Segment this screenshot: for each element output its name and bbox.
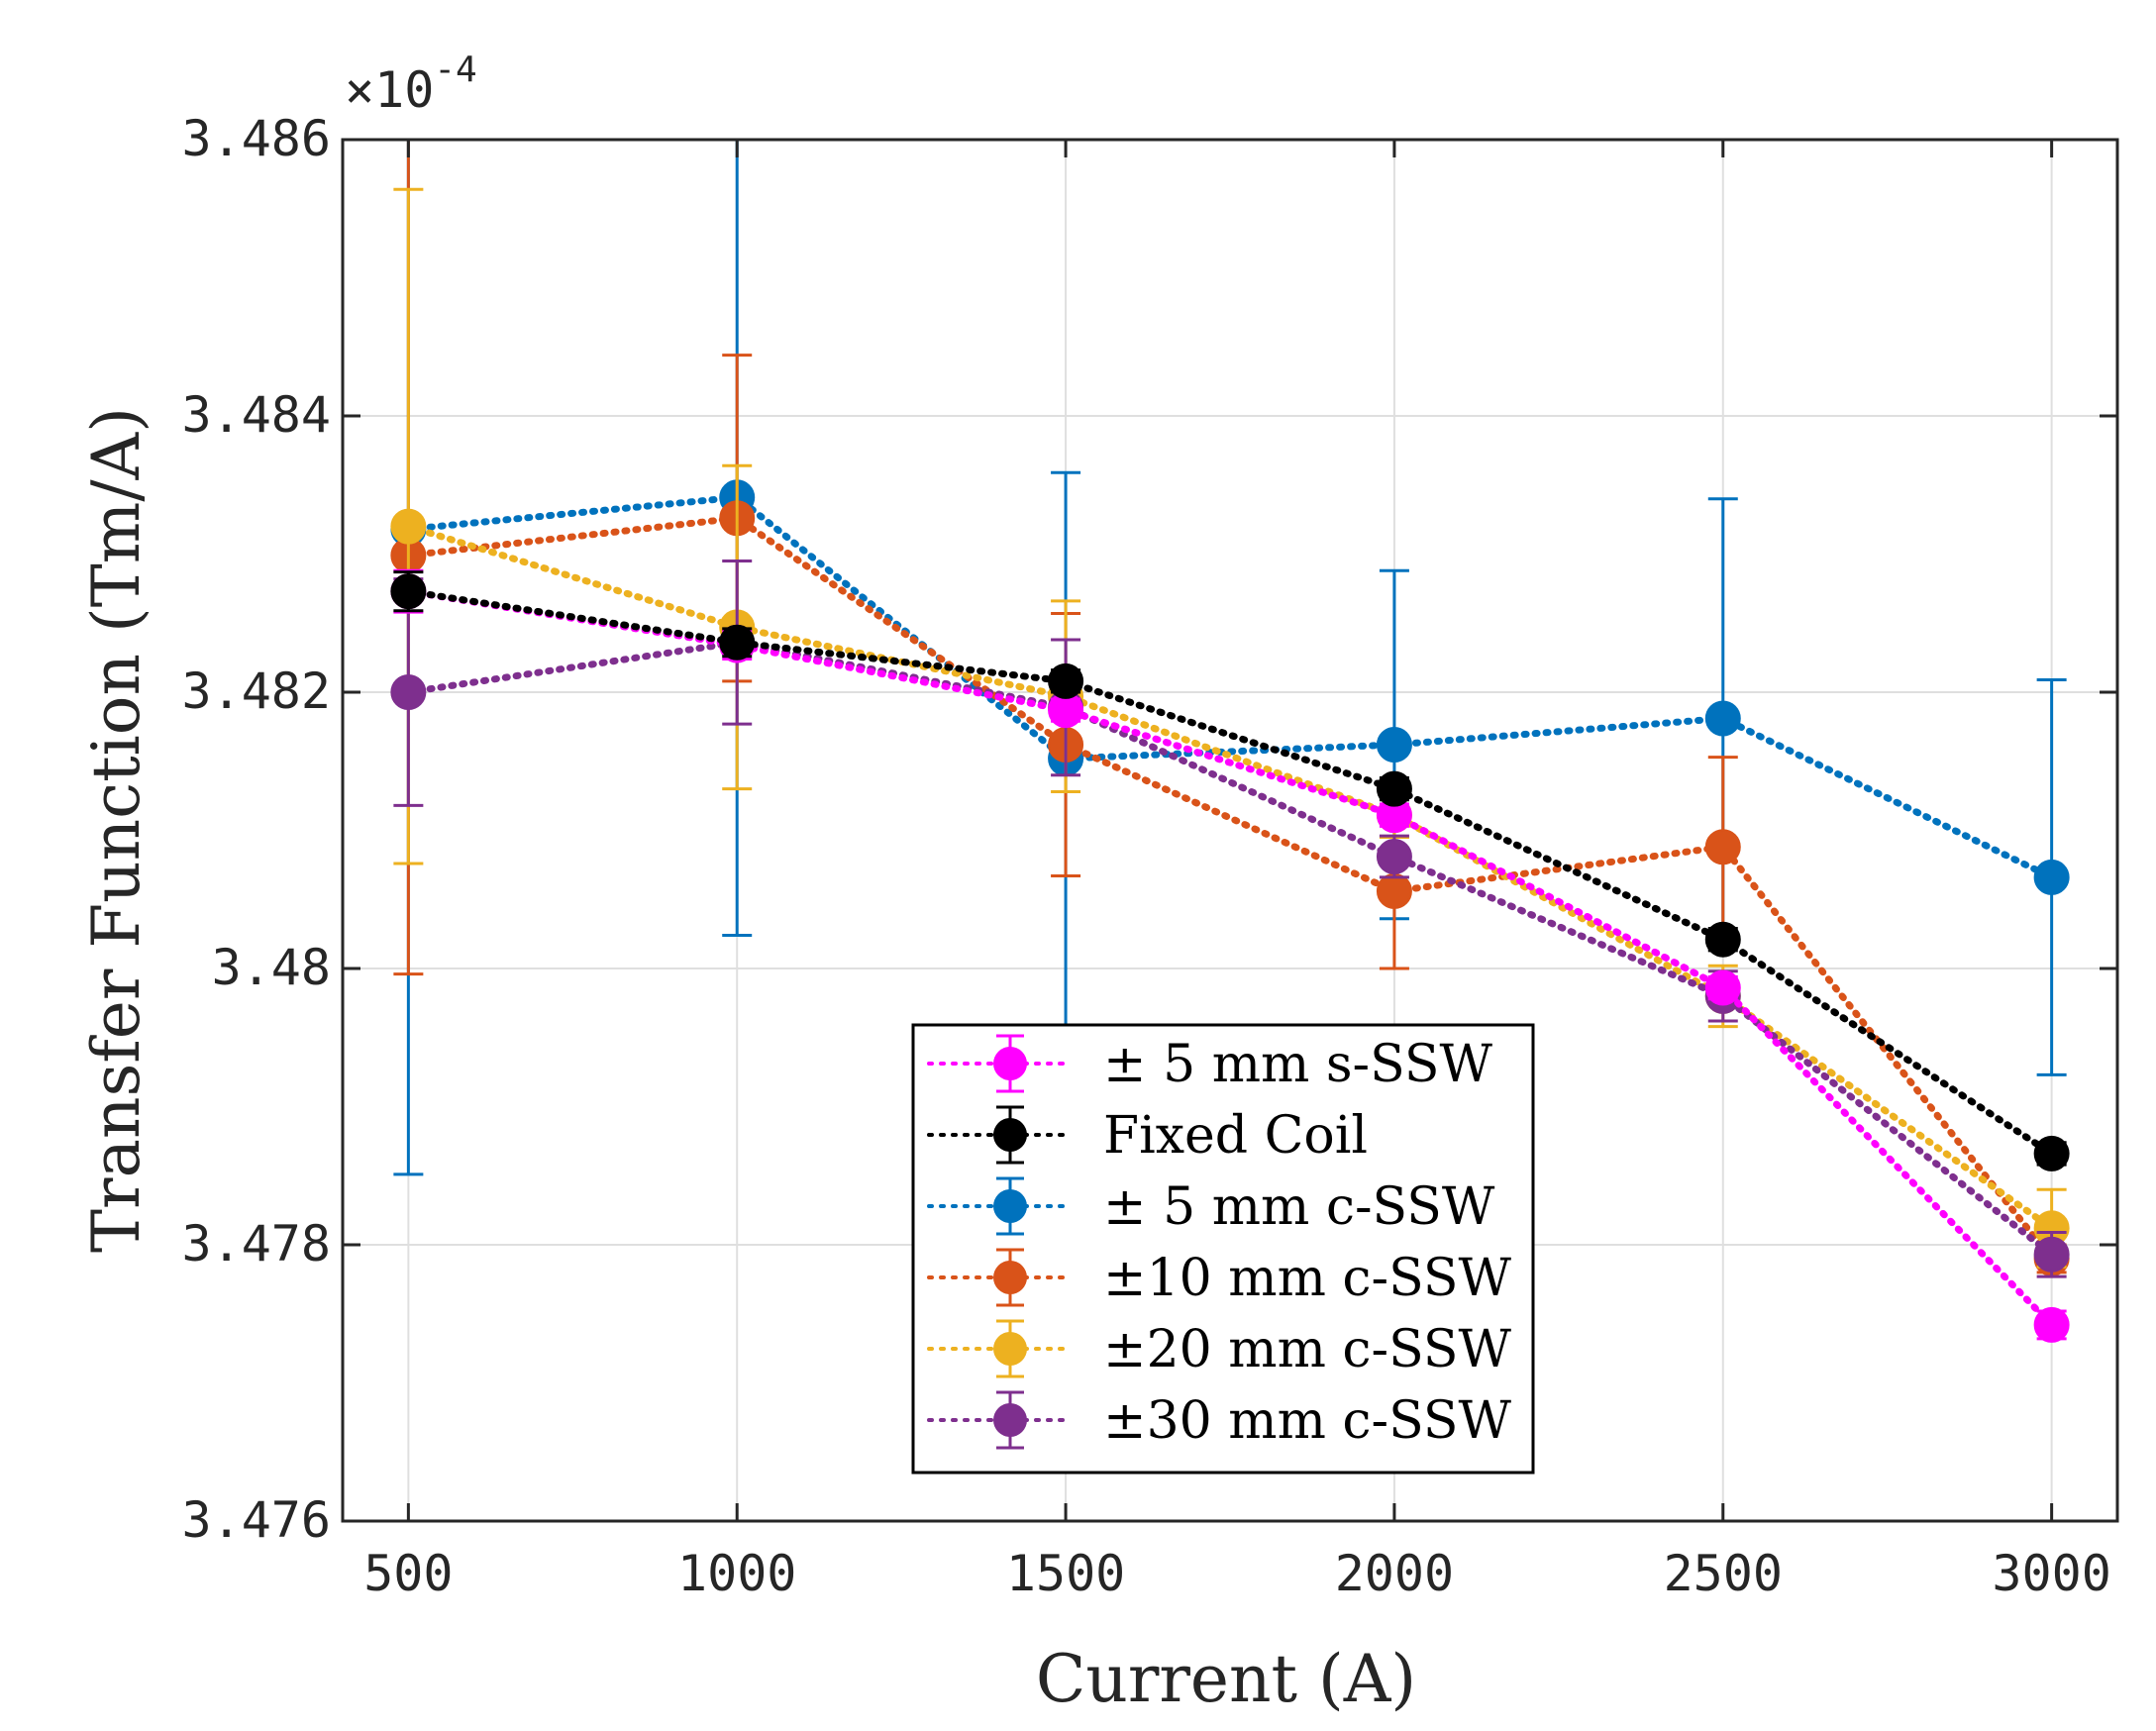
series-line [404, 639, 2056, 1259]
legend-label: Fixed Coil [1103, 1106, 1368, 1166]
legend-label: ±10 mm c-SSW [1103, 1249, 1511, 1308]
legend-marker [993, 1261, 1027, 1294]
series-line [404, 587, 2056, 1158]
data-point [2033, 1135, 2070, 1171]
tick-marks [343, 138, 2117, 1523]
plot-frame [341, 138, 2119, 1523]
series-fixed-coil [390, 570, 2070, 1171]
data-point [719, 624, 756, 661]
legend: ± 5 mm s-SSW Fixed Coil ± 5 mm c-SSW ±10 mm… [911, 1023, 1535, 1475]
data-point [390, 508, 427, 545]
legend-entry: ± 5 mm s-SSW [927, 1034, 1492, 1094]
legend-marker [993, 1118, 1027, 1152]
y-tick-labels: 3.476 3.478 3.48 3.482 3.484 3.486 [181, 110, 331, 1549]
legend-entry: ±20 mm c-SSW [927, 1319, 1511, 1379]
series-line [404, 493, 2056, 881]
legend-entry: Fixed Coil [927, 1105, 1368, 1166]
legend-entry: ± 5 mm c-SSW [927, 1176, 1495, 1237]
series-layer [390, 140, 2070, 1343]
legend-label: ± 5 mm s-SSW [1103, 1035, 1492, 1094]
legend-label: ±20 mm c-SSW [1103, 1320, 1511, 1379]
y-axis-label: Transfer Function (Tm/A) [78, 407, 154, 1253]
data-point [1704, 700, 1741, 737]
data-point [1048, 662, 1084, 699]
data-point [1376, 770, 1412, 807]
legend-marker [993, 1332, 1027, 1366]
x-tick-label: 2500 [1664, 1545, 1783, 1602]
legend-marker [993, 1189, 1027, 1223]
data-point [1376, 727, 1412, 764]
data-point [1704, 829, 1741, 866]
legend-marker [993, 1403, 1027, 1437]
y-tick-label: 3.48 [212, 939, 331, 996]
x-tick-labels: 500 1000 1500 2000 2500 3000 [363, 1545, 2111, 1602]
series-line [404, 514, 2056, 1263]
legend-entry: ±10 mm c-SSW [927, 1248, 1511, 1308]
data-point [2033, 1236, 2070, 1273]
y-exponent-power: -4 [434, 50, 476, 90]
x-tick-label: 1000 [677, 1545, 796, 1602]
legend-label: ± 5 mm c-SSW [1103, 1177, 1495, 1237]
legend-label: ±30 mm c-SSW [1103, 1391, 1511, 1451]
y-exponent-label: ×10-4 [345, 50, 477, 119]
y-tick-label: 3.478 [181, 1215, 331, 1273]
y-tick-label: 3.484 [181, 386, 331, 444]
x-tick-label: 3000 [1992, 1545, 2110, 1602]
series-line [404, 523, 2056, 1232]
y-tick-label: 3.482 [181, 662, 331, 720]
data-point [1704, 969, 1741, 1006]
x-tick-label: 1500 [1006, 1545, 1125, 1602]
y-tick-label: 3.486 [181, 110, 331, 167]
data-point [390, 573, 427, 610]
data-point [2033, 1306, 2070, 1343]
x-axis-label: Current (A) [1036, 1641, 1416, 1717]
legend-marker [993, 1047, 1027, 1080]
series-line [404, 587, 2056, 1329]
data-point [1376, 872, 1412, 909]
data-point [1704, 921, 1741, 958]
data-point [1376, 839, 1412, 875]
x-tick-label: 500 [363, 1545, 453, 1602]
y-tick-label: 3.476 [181, 1491, 331, 1549]
data-point [2033, 859, 2070, 895]
legend-entry: ±30 mm c-SSW [927, 1390, 1511, 1451]
x-tick-label: 2000 [1335, 1545, 1454, 1602]
data-point [390, 674, 427, 710]
y-exponent-base: ×10 [345, 61, 434, 119]
